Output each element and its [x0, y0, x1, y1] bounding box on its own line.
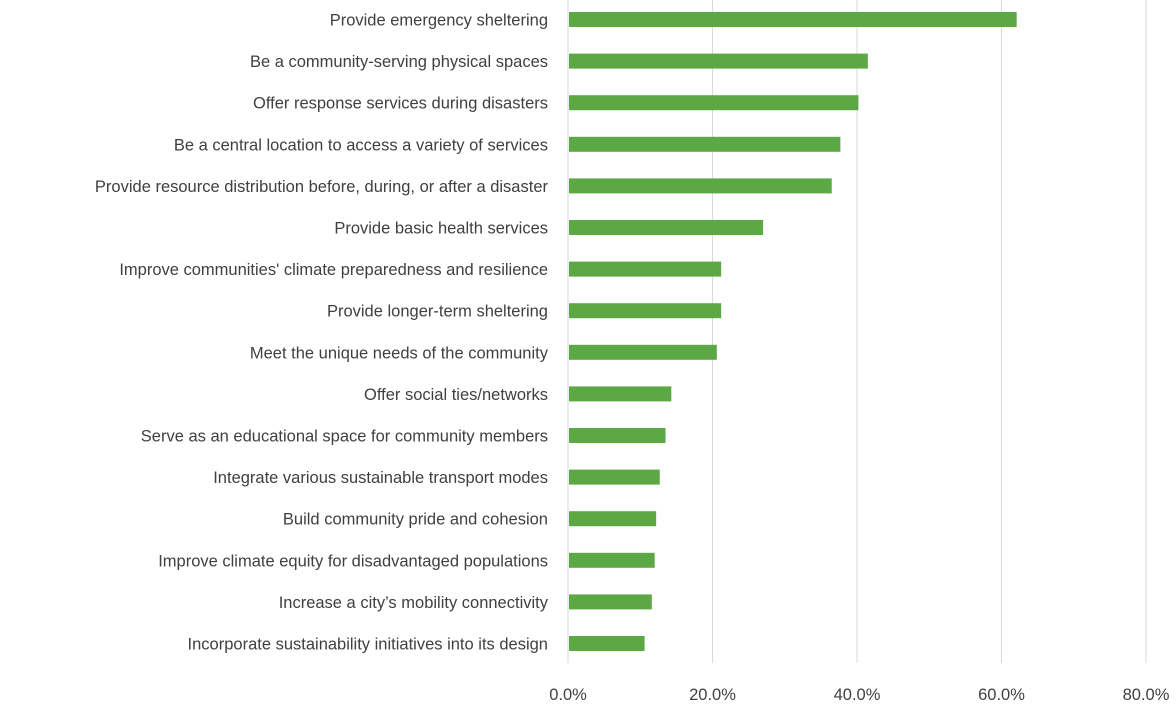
category-label: Serve as an educational space for commun… [141, 428, 548, 446]
bar [569, 178, 832, 194]
bar [569, 261, 722, 277]
x-tick-label: 80.0% [1123, 686, 1170, 704]
category-label: Offer response services during disasters [253, 95, 548, 113]
category-label: Provide longer-term sheltering [327, 303, 548, 321]
bar [569, 511, 657, 527]
category-label: Meet the unique needs of the community [250, 344, 549, 362]
category-label: Integrate various sustainable transport … [213, 469, 548, 487]
category-label: Build community pride and cohesion [283, 511, 548, 529]
bar [569, 428, 666, 443]
category-label: Offer social ties/networks [364, 386, 548, 404]
bar [569, 636, 645, 651]
gridlines [567, 0, 1147, 663]
bar [569, 12, 1017, 27]
bar [569, 344, 717, 360]
category-labels: Provide emergency sheltering Be a communi… [95, 12, 549, 654]
category-label: Improve climate equity for disadvantaged… [158, 552, 548, 570]
bar [569, 552, 655, 568]
bar [569, 53, 868, 69]
bars [569, 12, 1017, 651]
bar [569, 594, 652, 610]
bar [569, 303, 722, 319]
bar [569, 136, 841, 152]
category-label: Incorporate sustainability initiatives i… [188, 636, 548, 654]
category-label: Be a community-serving physical spaces [250, 53, 548, 71]
bar [569, 469, 660, 485]
category-label: Provide emergency sheltering [330, 12, 548, 30]
category-label: Increase a city’s mobility connectivity [279, 594, 549, 612]
x-tick-label: 60.0% [978, 686, 1025, 704]
x-tick-label: 40.0% [834, 686, 881, 704]
category-label: Be a central location to access a variet… [174, 136, 548, 154]
x-tick-label: 20.0% [689, 686, 736, 704]
category-label: Provide resource distribution before, du… [95, 178, 549, 196]
bar [569, 386, 672, 402]
x-tick-label: 0.0% [549, 686, 587, 704]
x-axis-tick-labels: 0.0% 20.0% 40.0% 60.0% 80.0% [549, 686, 1170, 704]
category-label: Provide basic health services [334, 220, 548, 238]
category-label: Improve communities' climate preparednes… [119, 261, 548, 279]
bar [569, 220, 764, 235]
bar [569, 95, 859, 111]
